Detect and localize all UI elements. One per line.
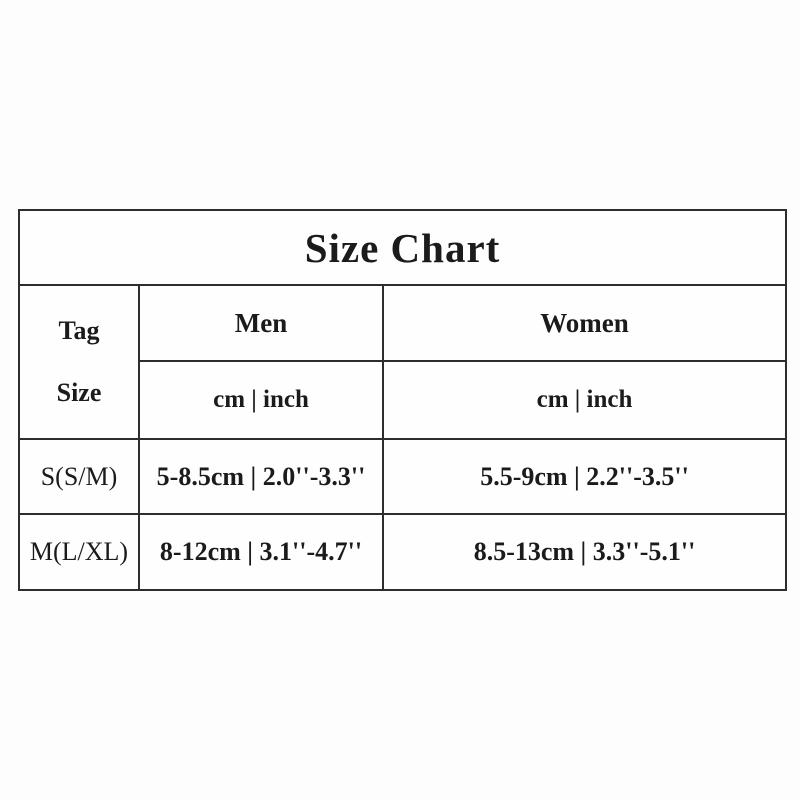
corner-tag-label: Tag [58, 316, 100, 345]
table-row-s: S(S/M) 5-8.5cm | 2.0''-3.3'' 5.5-9cm | 2… [18, 438, 788, 515]
corner-stack: Tag Size [21, 316, 137, 408]
unit-header-row: cm | inch cm | inch [19, 360, 788, 440]
header-row: Tag Size Men Women [18, 284, 788, 440]
corner-size-label: Size [56, 378, 102, 407]
table-title: Size Chart [304, 224, 501, 271]
table-row-m: M(L/XL) 8-12cm | 3.1''-4.7'' 8.5-13cm | … [18, 513, 788, 591]
women-value-s: 5.5-9cm | 2.2''-3.5'' [381, 438, 788, 515]
men-value-s: 5-8.5cm | 2.0''-3.3'' [138, 438, 384, 515]
women-unit-header: cm | inch [381, 360, 788, 440]
women-column-header: Women [381, 284, 788, 362]
row-label-s: S(S/M) [18, 438, 140, 515]
women-value-m: 8.5-13cm | 3.3''-5.1'' [381, 513, 788, 591]
title-row: Size Chart [17, 209, 788, 286]
size-chart-table: Size Chart Tag Size Men Women cm | inch … [17, 209, 788, 591]
men-unit-header: cm | inch [138, 360, 384, 440]
men-value-m: 8-12cm | 3.1''-4.7'' [138, 513, 384, 591]
row-label-m: M(L/XL) [18, 513, 140, 591]
corner-cell: Tag Size [18, 284, 140, 440]
title-cell: Size Chart [17, 209, 788, 286]
men-column-header: Men [138, 284, 384, 362]
